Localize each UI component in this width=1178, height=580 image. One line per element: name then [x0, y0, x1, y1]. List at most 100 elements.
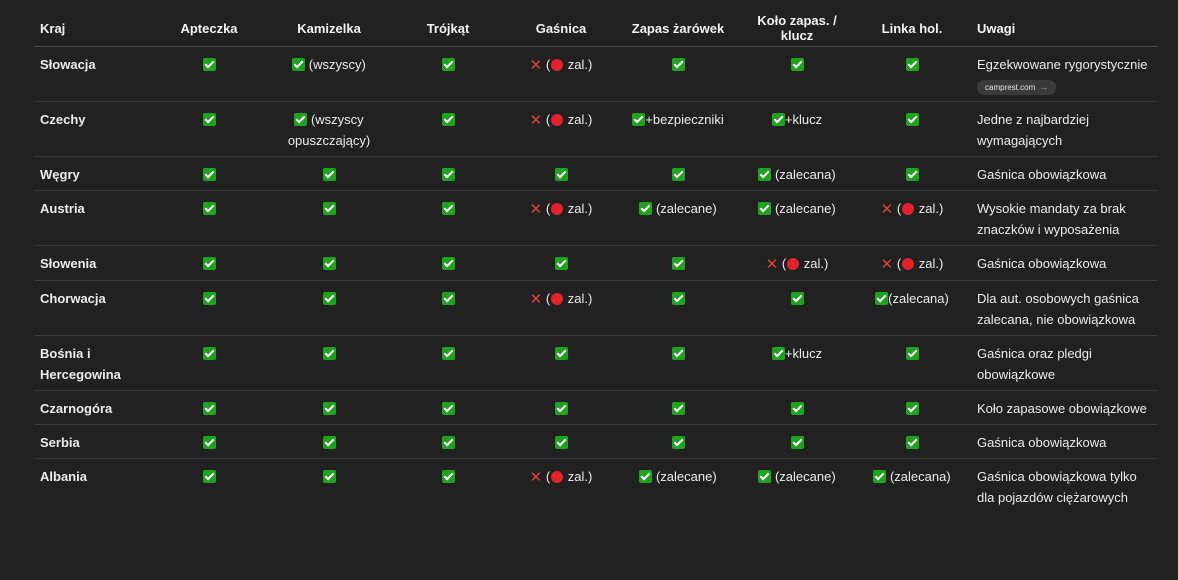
cross-icon: ✕	[529, 469, 543, 486]
check-icon	[202, 402, 216, 415]
equipment-table-container: Kraj Apteczka Kamizelka Trójkąt Gaśnica Zapas…	[34, 10, 1158, 513]
check-icon	[322, 292, 336, 305]
status-note: (zalecana)	[886, 469, 951, 484]
check-icon	[554, 257, 568, 270]
check-icon	[441, 113, 455, 126]
note-cell: Gaśnica obowiązkowa	[971, 156, 1158, 191]
check-icon	[202, 257, 216, 270]
status-cell	[853, 101, 971, 157]
status-cell	[615, 280, 741, 336]
status-cell	[853, 390, 971, 425]
note-text: Dla aut. osobowych gaśnica zalecana, nie…	[977, 291, 1139, 327]
check-icon	[202, 113, 216, 126]
status-cell	[389, 156, 507, 191]
red-circle-icon	[551, 471, 564, 483]
status-cell	[853, 424, 971, 459]
status-cell: (zalecane)	[741, 190, 853, 246]
check-icon	[441, 402, 455, 415]
table-row: Albania ✕ ( zal.) (zalecane) (zalecane) (…	[34, 459, 1158, 514]
status-cell	[149, 101, 269, 157]
status-note: +bezpieczniki	[645, 112, 724, 127]
status-cell	[149, 424, 269, 459]
check-icon	[322, 470, 336, 483]
status-cell	[389, 101, 507, 157]
status-cell	[507, 156, 615, 191]
status-cell	[741, 424, 853, 459]
check-icon	[202, 470, 216, 483]
status-cell	[741, 390, 853, 425]
status-note: zal.)	[915, 256, 944, 271]
check-icon	[905, 347, 919, 360]
status-cell	[149, 390, 269, 425]
note-text: Koło zapasowe obowiązkowe	[977, 401, 1147, 416]
status-note: (zalecane)	[771, 469, 836, 484]
check-icon	[671, 58, 685, 71]
status-cell	[615, 245, 741, 281]
cross-icon: ✕	[529, 291, 543, 308]
cross-icon: ✕	[880, 201, 894, 218]
status-cell: (zalecane)	[741, 459, 853, 514]
note-text: Gaśnica obowiązkowa tylko dla pojazdów c…	[977, 469, 1137, 505]
status-note: zal.)	[915, 201, 944, 216]
status-cell	[615, 46, 741, 102]
note-text: Wysokie mandaty za brak znaczków i wypos…	[977, 201, 1126, 237]
status-cell	[389, 390, 507, 425]
check-icon	[441, 168, 455, 181]
cross-icon: ✕	[880, 256, 894, 273]
status-note: (zalecana)	[771, 167, 836, 182]
source-link-badge[interactable]: camprest.com →	[977, 80, 1057, 95]
status-note: +klucz	[784, 112, 823, 127]
check-icon	[905, 168, 919, 181]
check-icon	[294, 113, 308, 126]
country-cell: Czechy	[34, 101, 149, 157]
check-icon	[441, 202, 455, 215]
status-cell	[389, 335, 507, 391]
check-icon	[322, 436, 336, 449]
check-icon	[771, 113, 785, 126]
country-cell: Austria	[34, 190, 149, 246]
status-cell: ✕ ( zal.)	[507, 190, 615, 246]
status-cell	[269, 245, 389, 281]
status-cell: (wszyscy)	[269, 46, 389, 102]
status-cell: ✕ ( zal.)	[529, 469, 593, 486]
note-text: Jedne z najbardziej wymagających	[977, 112, 1090, 148]
country-cell: Słowacja	[34, 46, 149, 102]
note-cell: Dla aut. osobowych gaśnica zalecana, nie…	[971, 280, 1158, 336]
status-note: zal.)	[564, 291, 593, 306]
column-header: Linka hol.	[853, 10, 971, 47]
check-icon	[873, 470, 887, 483]
note-cell: Wysokie mandaty za brak znaczków i wypos…	[971, 190, 1158, 246]
check-icon	[639, 470, 653, 483]
status-note: zal.)	[564, 469, 593, 484]
check-icon	[905, 436, 919, 449]
status-note: zal.)	[564, 201, 593, 216]
status-note: (wszyscy opuszczający)	[287, 112, 371, 148]
status-cell: ✕ ( zal.)	[853, 190, 971, 246]
note-cell: Koło zapasowe obowiązkowe	[971, 390, 1158, 425]
check-icon	[202, 292, 216, 305]
check-icon	[771, 347, 785, 360]
check-icon	[905, 402, 919, 415]
country-cell: Węgry	[34, 156, 149, 191]
status-cell	[149, 46, 269, 102]
red-circle-icon	[551, 203, 564, 215]
status-cell	[149, 335, 269, 391]
check-icon	[202, 58, 216, 71]
column-header: Zapas żarówek	[615, 10, 741, 47]
country-cell: Bośnia i Hercegowina	[34, 335, 149, 391]
cross-icon: ✕	[529, 201, 543, 218]
check-icon	[905, 58, 919, 71]
status-note: +klucz	[784, 346, 823, 361]
status-cell: ✕ ( zal.)	[507, 280, 615, 336]
status-cell	[389, 280, 507, 336]
status-cell	[389, 245, 507, 281]
note-text: Gaśnica obowiązkowa	[977, 256, 1107, 271]
red-circle-icon	[902, 258, 915, 270]
status-cell: ✕ ( zal.)	[507, 46, 615, 102]
check-icon	[292, 58, 306, 71]
table-body: Słowacja (wszyscy) ✕ ( zal.) Egzekwowane r…	[34, 46, 1158, 514]
cross-icon: ✕	[529, 112, 543, 129]
check-icon	[758, 202, 772, 215]
check-icon	[554, 347, 568, 360]
table-header-row: Kraj Apteczka Kamizelka Trójkąt Gaśnica Zapas…	[34, 10, 1158, 47]
